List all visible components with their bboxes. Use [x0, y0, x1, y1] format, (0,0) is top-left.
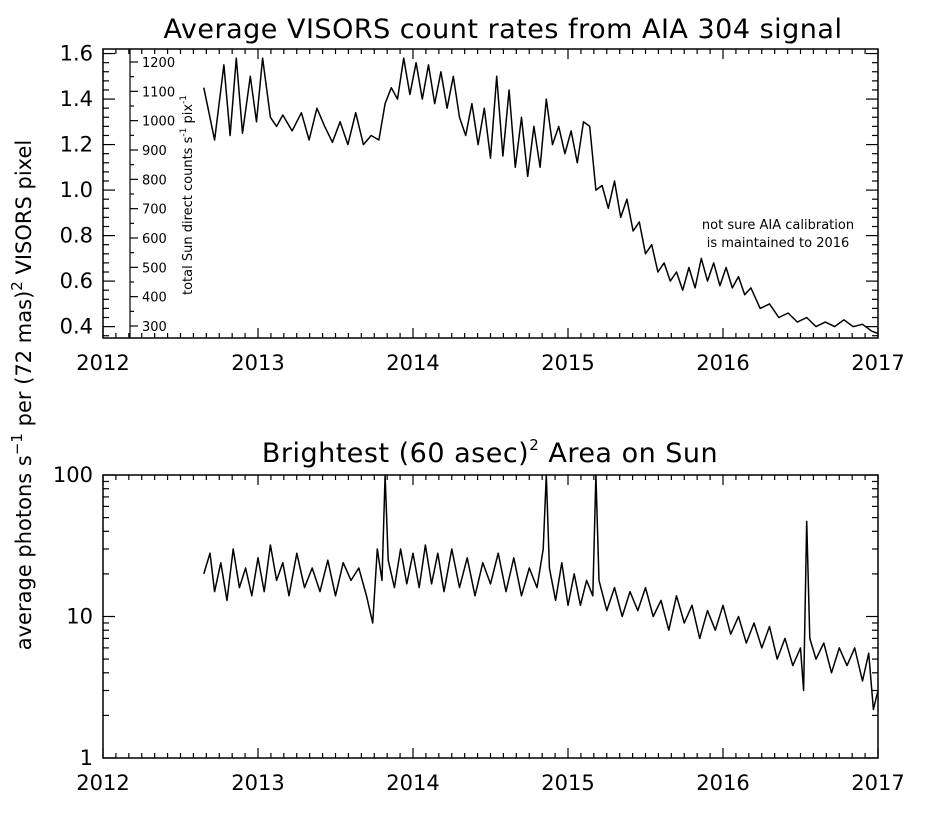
- annotation-line-2: is maintained to 2016: [707, 236, 850, 251]
- secondary-tick-label: 1100: [142, 85, 175, 100]
- secondary-tick-label: 1000: [142, 115, 175, 130]
- top-panel: Average VISORS count rates from AIA 304 …: [60, 14, 905, 375]
- bottom-series-line: [203, 474, 879, 711]
- bottom-y-tick-labels: 1 10 100: [53, 463, 93, 770]
- top-series-line: [203, 57, 879, 335]
- top-x-tick-label: 2016: [696, 351, 749, 375]
- top-y-tick-label: 1.4: [60, 87, 93, 111]
- top-x-tick-labels: 2012 2013 2014 2015 2016 2017: [76, 351, 904, 375]
- secondary-tick-label: 500: [142, 261, 167, 276]
- top-y-tick-label: 0.4: [60, 315, 93, 339]
- top-y-tick-label: 0.8: [60, 224, 93, 248]
- secondary-tick-label: 300: [142, 320, 167, 335]
- bottom-chart-title: Brightest (60 asec)2 Area on Sun: [262, 436, 718, 469]
- secondary-tick-label: 1200: [142, 56, 175, 71]
- top-y-tick-label: 1.6: [60, 42, 93, 66]
- secondary-tick-label: 400: [142, 291, 167, 306]
- top-x-tick-label: 2013: [231, 351, 284, 375]
- annotation-line-1: not sure AIA calibration: [702, 218, 854, 233]
- bottom-x-tick-label: 2014: [386, 771, 439, 795]
- secondary-tick-label: 600: [142, 232, 167, 247]
- top-chart-title: Average VISORS count rates from AIA 304 …: [164, 14, 843, 45]
- bottom-axis-ticks: [102, 474, 879, 759]
- bottom-x-tick-label: 2016: [696, 771, 749, 795]
- bottom-x-tick-label: 2017: [851, 771, 904, 795]
- top-y-tick-label: 1.0: [60, 178, 93, 202]
- bottom-plot-frame: [102, 474, 879, 759]
- top-plot-frame: [102, 48, 879, 339]
- secondary-tick-label: 800: [142, 173, 167, 188]
- bottom-y-tick-label: 10: [66, 605, 93, 629]
- shared-y-axis-label: average photons s−1 per (72 mas)2 VISORS…: [8, 140, 36, 650]
- top-y-tick-label: 0.6: [60, 269, 93, 293]
- secondary-axis-ticks: [130, 61, 138, 327]
- bottom-x-tick-label: 2013: [231, 771, 284, 795]
- top-x-tick-label: 2014: [386, 351, 439, 375]
- top-x-tick-label: 2015: [541, 351, 594, 375]
- secondary-axis-tick-labels: 300 400 500 600 700 800 900 1000 1100 1200: [142, 56, 175, 335]
- top-x-tick-label: 2017: [851, 351, 904, 375]
- secondary-axis-label: total Sun direct counts s-1 pix-1: [179, 95, 196, 295]
- bottom-x-tick-labels: 2012 2013 2014 2015 2016 2017: [76, 771, 904, 795]
- bottom-x-tick-label: 2012: [76, 771, 129, 795]
- bottom-panel: Brightest (60 asec)2 Area on Sun 2012 201…: [53, 436, 905, 795]
- bottom-y-tick-label: 100: [53, 463, 93, 487]
- top-y-tick-label: 1.2: [60, 133, 93, 157]
- bottom-x-tick-label: 2015: [541, 771, 594, 795]
- top-y-tick-labels: 0.4 0.6 0.8 1.0 1.2 1.4 1.6: [60, 42, 93, 339]
- secondary-tick-label: 700: [142, 203, 167, 218]
- bottom-y-tick-label: 1: [80, 746, 93, 770]
- top-x-tick-label: 2012: [76, 351, 129, 375]
- secondary-tick-label: 900: [142, 144, 167, 159]
- top-axis-ticks: [102, 49, 879, 338]
